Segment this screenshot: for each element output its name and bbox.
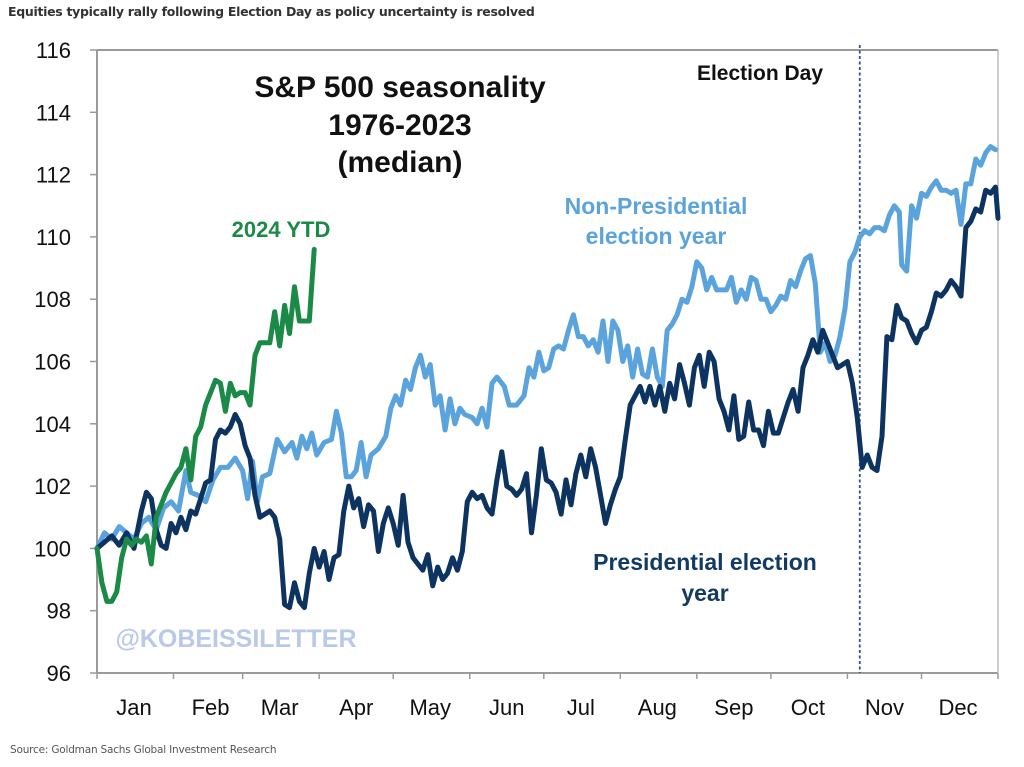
series-line-non-presidential-election-year xyxy=(94,144,998,551)
legend-presidential-line-2: year xyxy=(681,580,728,606)
y-tick-label: 104 xyxy=(34,412,71,437)
series-line-2024-ytd xyxy=(94,246,317,604)
legend-presidential-line-1: Presidential election xyxy=(593,549,817,575)
legend-non-presidential-line-2: election year xyxy=(586,223,727,249)
x-tick-label: May xyxy=(409,695,451,720)
x-tick-label: Jul xyxy=(567,695,595,720)
chart-header: Equities typically rally following Elect… xyxy=(8,4,535,19)
chart-title-line-3: (median) xyxy=(337,146,462,179)
x-tick-label: Oct xyxy=(791,695,825,720)
y-tick-label: 102 xyxy=(34,474,71,499)
watermark: @KOBEISSILETTER xyxy=(115,625,356,653)
x-tick-label: Dec xyxy=(938,695,977,720)
y-tick-label: 98 xyxy=(47,599,71,624)
series-line-presidential-election-year xyxy=(94,184,1001,611)
y-tick-label: 116 xyxy=(36,38,71,63)
x-tick-label: Sep xyxy=(714,695,753,720)
series-group xyxy=(94,144,1001,611)
election-day-label: Election Day xyxy=(697,62,823,85)
x-tick-label: Jun xyxy=(489,695,524,720)
chart-title-line-1: S&P 500 seasonality xyxy=(254,71,546,104)
x-tick-label: Apr xyxy=(339,695,373,720)
axes xyxy=(96,49,999,674)
y-tick-label: 96 xyxy=(47,661,71,686)
x-tick-label: Feb xyxy=(192,695,230,720)
x-tick-label: Nov xyxy=(865,695,904,720)
x-tick-label: Jan xyxy=(116,695,151,720)
x-tick-label: Aug xyxy=(638,695,677,720)
chart-title-line-2: 1976-2023 xyxy=(328,109,471,142)
y-tick-label: 108 xyxy=(34,287,71,312)
legend-non-presidential-line-1: Non-Presidential xyxy=(565,193,748,219)
y-tick-label: 114 xyxy=(36,100,71,125)
y-tick-label: 100 xyxy=(34,536,71,561)
x-tick-label: Mar xyxy=(261,695,299,720)
x-axis-ticks: Jan Feb Mar Apr May Jun Jul Aug Sep Oct Nov Dec xyxy=(96,673,999,720)
source-note: Source: Goldman Sachs Global Investment … xyxy=(10,744,277,756)
y-tick-label: 112 xyxy=(36,163,71,188)
y-tick-label: 110 xyxy=(36,225,71,250)
y-tick-label: 106 xyxy=(34,350,71,375)
y-axis-ticks: 96 98 100 102 104 106 108 110 112 114 116 xyxy=(34,38,97,686)
legend-2024-ytd: 2024 YTD xyxy=(232,217,331,242)
